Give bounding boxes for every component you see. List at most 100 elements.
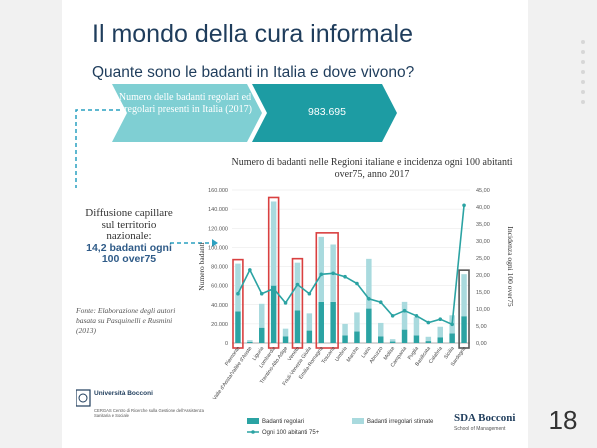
bar-regolari xyxy=(437,337,443,343)
banner-arrow-dark xyxy=(252,84,397,142)
banner-label: Numero delle badanti regolari ed irregol… xyxy=(118,92,252,115)
bar-irregolari xyxy=(247,340,253,342)
banner-value: 983.695 xyxy=(308,106,346,118)
x-tick-label: Marche xyxy=(346,346,361,364)
bar-regolari xyxy=(378,336,384,343)
bar-regolari xyxy=(366,308,372,343)
bar-regolari xyxy=(270,285,277,343)
slide-title: Il mondo della cura informale xyxy=(92,20,413,48)
line-point xyxy=(414,314,419,318)
line-point xyxy=(438,317,443,322)
bar-regolari xyxy=(389,341,396,343)
bar-irregolari xyxy=(235,263,241,312)
highlight-box xyxy=(291,257,304,349)
line-point xyxy=(367,297,371,301)
bar-irregolari xyxy=(389,339,396,342)
legend-swatch-irregolari xyxy=(352,418,364,424)
left-annotation: Diffusione capillare sul territorio nazi… xyxy=(80,207,178,266)
bar-regolari xyxy=(306,330,313,343)
bar-regolari xyxy=(413,335,420,343)
bar-regolari xyxy=(318,301,324,343)
source-note: Fonte: Elaborazione degli autori basata … xyxy=(76,306,176,335)
line-point xyxy=(462,203,466,208)
page-number: 18 xyxy=(548,405,578,435)
line-point xyxy=(343,274,347,279)
slide-subtitle: Quante sono le badanti in Italia e dove … xyxy=(92,64,415,81)
bar-irregolari xyxy=(425,336,432,342)
highlight-box xyxy=(458,269,470,349)
y2-tick-label: 15,00 xyxy=(476,290,490,296)
y-tick-label: 0 xyxy=(225,341,228,347)
bar-regolari xyxy=(401,329,408,343)
y-tick-label: 60.000 xyxy=(211,284,228,290)
bar-irregolari xyxy=(342,323,348,336)
slide-decoration-dots xyxy=(577,40,589,110)
y2-tick-label: 10,00 xyxy=(476,307,490,313)
line-point xyxy=(271,286,276,291)
y-tick-label: 160.000 xyxy=(208,188,228,194)
line-point xyxy=(248,268,252,272)
y-tick-label: 140.000 xyxy=(208,207,228,213)
bar-regolari xyxy=(259,327,265,343)
y2-axis-label: Incidenza ogni 100 over75 xyxy=(506,226,515,306)
legend-label-irregolari: Badanti irregolari stimate xyxy=(367,419,434,425)
bar-regolari xyxy=(247,341,253,343)
bar-regolari xyxy=(235,311,241,343)
y2-tick-label: 35,00 xyxy=(476,222,490,228)
bar-irregolari xyxy=(294,262,301,311)
slide: Il mondo della cura informale Quante son… xyxy=(62,0,528,448)
dashed-connector xyxy=(75,109,218,247)
sda-subtitle: School of Management xyxy=(454,426,506,432)
y2-tick-label: 25,00 xyxy=(476,256,490,262)
bocconi-logo xyxy=(76,389,91,407)
bocconi-seal xyxy=(76,389,91,407)
bar-regolari xyxy=(354,331,360,343)
bar-regolari xyxy=(449,333,455,343)
legend-swatch-line-point xyxy=(251,430,255,434)
line-point xyxy=(236,291,240,296)
line-incidenza xyxy=(237,205,465,326)
y-tick-label: 120.000 xyxy=(208,226,228,232)
bar-irregolari xyxy=(306,313,313,331)
sda-logo: SDA Bocconi xyxy=(454,412,515,424)
line-point xyxy=(378,300,383,305)
legend-label-regolari: Badanti regolari xyxy=(262,419,304,425)
line-point xyxy=(331,271,335,276)
y-tick-label: 80.000 xyxy=(211,265,228,271)
sda-logo-text: SDA Bocconi xyxy=(454,412,516,424)
legend-label-incidenza: Ogni 100 abitanti 75+ xyxy=(262,430,320,436)
left-annotation-highlight: 14,2 badanti ogni 100 over75 xyxy=(86,241,172,265)
bar-irregolari xyxy=(270,201,277,286)
bar-irregolari xyxy=(259,303,265,328)
line-point xyxy=(259,291,264,296)
line-point xyxy=(426,320,431,325)
bar-irregolari xyxy=(461,274,467,317)
y-tick-label: 20.000 xyxy=(211,322,228,328)
line-point xyxy=(450,322,454,327)
y2-tick-label: 45,00 xyxy=(476,188,490,194)
bar-irregolari xyxy=(378,322,384,337)
bar-irregolari xyxy=(318,236,324,302)
line-point xyxy=(283,301,288,305)
line-point xyxy=(307,291,312,296)
bar-regolari xyxy=(330,301,336,343)
banner-arrow xyxy=(112,84,397,142)
y2-tick-label: 5,00 xyxy=(476,324,487,330)
line-point xyxy=(295,282,300,287)
y-axis-label: Numero badanti xyxy=(197,242,206,291)
chart: 0 20.000 40.000 60.000 80.000 100.000 120.000 1… xyxy=(197,188,515,436)
line-point xyxy=(402,308,407,313)
chart-title: Numero di badanti nelle Regioni italiane… xyxy=(231,157,513,180)
bar-regolari xyxy=(282,336,289,343)
line-point xyxy=(390,314,395,318)
line-point xyxy=(355,281,359,286)
bar-irregolari xyxy=(401,301,408,330)
highlight-box xyxy=(267,196,280,349)
y2-tick-label: 20,00 xyxy=(476,273,490,279)
bar-regolari xyxy=(425,341,432,343)
bar-regolari xyxy=(342,335,348,343)
y2-tick-label: 0,00 xyxy=(476,341,487,347)
bar-irregolari xyxy=(366,258,372,309)
bar-irregolari xyxy=(282,328,289,337)
bar-regolari xyxy=(294,310,301,343)
